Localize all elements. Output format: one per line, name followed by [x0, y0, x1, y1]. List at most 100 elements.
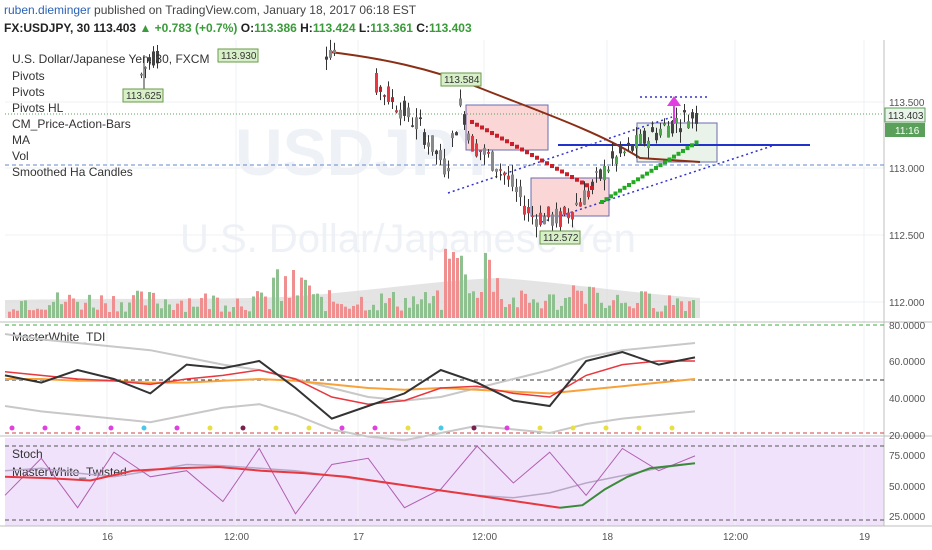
candle-body[interactable]	[551, 214, 554, 226]
candle-body[interactable]	[407, 107, 410, 118]
candle-body[interactable]	[156, 50, 159, 64]
candle-body[interactable]	[563, 206, 566, 215]
candle-body[interactable]	[599, 169, 602, 179]
stoch-title[interactable]: Stoch	[12, 447, 43, 461]
indicator-label[interactable]: Pivots	[12, 69, 45, 83]
tdi-title[interactable]: MasterWhite_TDI	[12, 330, 105, 344]
candle-body[interactable]	[503, 172, 506, 176]
candle-body[interactable]	[591, 181, 594, 188]
indicator-list[interactable]: Pivots Pivots Pivots HL CM_Price-Action-Bar…	[12, 69, 133, 179]
candle-body[interactable]	[483, 147, 486, 155]
price-axis[interactable]: 113.500 113.000 112.500 112.000	[889, 98, 925, 309]
candle-body[interactable]	[495, 168, 498, 172]
candle-body[interactable]	[579, 202, 582, 207]
lower-channel-line[interactable]	[541, 144, 776, 223]
stoch-k-line[interactable]	[4, 445, 696, 515]
candle-body[interactable]	[329, 50, 332, 58]
candle-body[interactable]	[471, 135, 474, 152]
candle-body[interactable]	[333, 49, 336, 54]
candle-body[interactable]	[567, 212, 570, 219]
candle-body[interactable]	[691, 112, 694, 119]
indicator-label[interactable]: MA	[12, 133, 30, 147]
candle-body[interactable]	[523, 205, 526, 215]
candle-body[interactable]	[531, 215, 534, 217]
indicator-label[interactable]: Vol	[12, 149, 29, 163]
candle-body[interactable]	[539, 212, 542, 225]
candle-body[interactable]	[687, 121, 690, 129]
candle-body[interactable]	[587, 190, 590, 198]
candle-body[interactable]	[623, 151, 626, 154]
candle-body[interactable]	[403, 100, 406, 116]
indicator-label[interactable]: Pivots HL	[12, 101, 64, 115]
main-panel-title[interactable]: U.S. Dollar/Japanese Yen, 30, FXCM	[12, 52, 209, 66]
candle-body[interactable]	[451, 133, 454, 139]
time-axis[interactable]: 16 12:00 17 12:00 18 12:00 19	[102, 532, 871, 543]
candle-body[interactable]	[435, 150, 438, 155]
candle-body[interactable]	[643, 130, 646, 144]
candle-body[interactable]	[375, 73, 378, 93]
demand-zone-box[interactable]	[530, 177, 610, 217]
candle-body[interactable]	[459, 98, 462, 106]
candle-body[interactable]	[671, 120, 674, 134]
candle-body[interactable]	[595, 171, 598, 173]
candle-body[interactable]	[659, 128, 662, 136]
candle-body[interactable]	[547, 206, 550, 218]
candle-body[interactable]	[607, 169, 610, 172]
candle-body[interactable]	[511, 174, 514, 187]
candle-body[interactable]	[655, 132, 658, 141]
pivot-label[interactable]: 113.584	[440, 72, 482, 87]
candle-body[interactable]	[479, 150, 482, 153]
pivot-label[interactable]: 112.572	[539, 230, 581, 245]
candle-body[interactable]	[152, 51, 155, 66]
pivot-label[interactable]: 113.625	[122, 55, 164, 103]
candle-body[interactable]	[639, 133, 642, 144]
candle-body[interactable]	[679, 128, 682, 133]
candle-body[interactable]	[543, 216, 546, 225]
indicator-label[interactable]: Smoothed Ha Candles	[12, 165, 133, 179]
stoch-lines[interactable]	[4, 445, 696, 515]
tdi-axis[interactable]: 80.0000 60.0000 40.0000 20.0000	[889, 321, 926, 442]
candle-body[interactable]	[695, 113, 698, 124]
candle-body[interactable]	[415, 117, 418, 130]
candle-body[interactable]	[447, 168, 450, 172]
candle-body[interactable]	[463, 114, 466, 125]
candle-body[interactable]	[575, 202, 578, 206]
candle-body[interactable]	[675, 117, 678, 124]
tdi-lines[interactable]	[4, 333, 696, 442]
candle-body[interactable]	[423, 132, 426, 145]
candle-body[interactable]	[571, 212, 574, 220]
candle-body[interactable]	[683, 110, 686, 113]
candle-body[interactable]	[431, 135, 434, 152]
candle-body[interactable]	[399, 109, 402, 119]
candle-body[interactable]	[619, 144, 622, 154]
author-link[interactable]: ruben.dieminger	[4, 3, 91, 17]
candle-body[interactable]	[475, 143, 478, 157]
candle-body[interactable]	[427, 142, 430, 147]
pivot-label[interactable]: 113.930	[217, 48, 259, 63]
candle-body[interactable]	[411, 125, 414, 127]
candle-body[interactable]	[439, 150, 442, 161]
candle-body[interactable]	[515, 187, 518, 193]
candle-body[interactable]	[663, 123, 666, 126]
candle-body[interactable]	[627, 142, 630, 145]
candle-body[interactable]	[635, 135, 638, 149]
candle-body[interactable]	[535, 219, 538, 227]
candle-body[interactable]	[455, 132, 458, 136]
candle-body[interactable]	[391, 97, 394, 103]
candle-body[interactable]	[651, 127, 654, 132]
candle-body[interactable]	[487, 151, 490, 154]
candles-group[interactable]	[140, 39, 698, 238]
candle-body[interactable]	[559, 211, 562, 227]
tdi-signal-line[interactable]	[4, 360, 695, 405]
candle-body[interactable]	[507, 175, 510, 180]
candle-body[interactable]	[499, 169, 502, 171]
candle-body[interactable]	[395, 110, 398, 113]
candle-body[interactable]	[667, 125, 670, 138]
candle-body[interactable]	[148, 57, 151, 62]
candle-body[interactable]	[555, 208, 558, 224]
candle-body[interactable]	[583, 190, 586, 205]
indicator-label[interactable]: CM_Price-Action-Bars	[12, 117, 131, 131]
candle-body[interactable]	[615, 156, 618, 165]
candle-body[interactable]	[631, 145, 634, 151]
